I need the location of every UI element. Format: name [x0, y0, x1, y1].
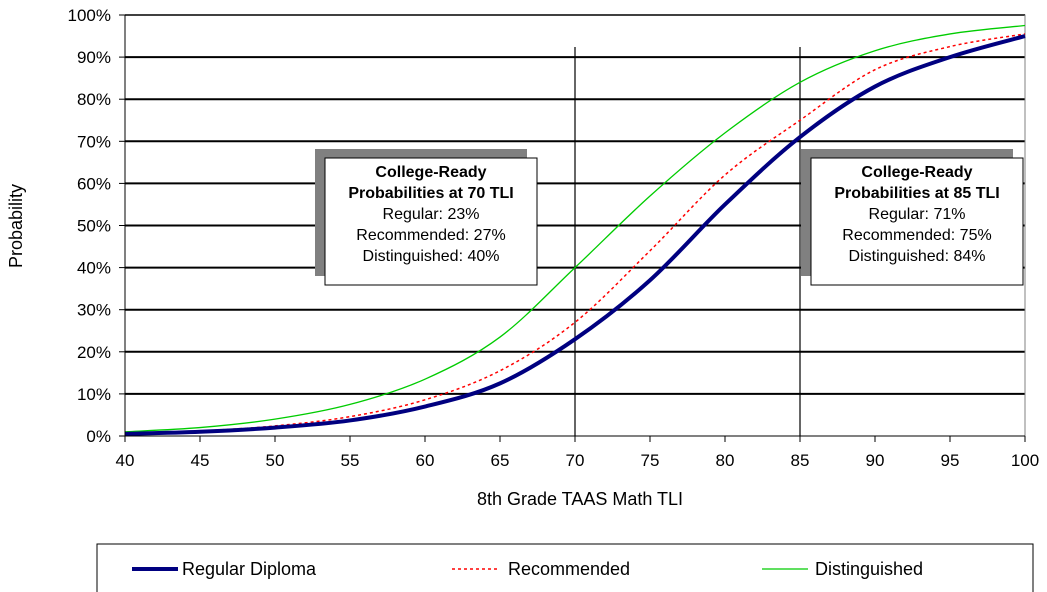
x-axis-title: 8th Grade TAAS Math TLI: [477, 489, 683, 509]
y-tick-labels: 0% 10% 20% 30% 40% 50% 60% 70% 80% 90% 100%: [68, 6, 125, 446]
annotation-line: Recommended: 27%: [356, 227, 505, 244]
y-tick-label: 70%: [77, 132, 111, 151]
y-tick-label: 10%: [77, 385, 111, 404]
annotation-box-70: College-Ready Probabilities at 70 TLI Regu…: [315, 149, 538, 286]
x-tick-label: 70: [566, 451, 585, 470]
x-tick-label: 75: [641, 451, 660, 470]
legend-items: Regular Diploma Recommended Distinguished: [132, 559, 923, 579]
annotation-line: Recommended: 75%: [842, 227, 991, 244]
x-tick-label: 90: [866, 451, 885, 470]
y-tick-label: 30%: [77, 301, 111, 320]
x-tick-label: 60: [416, 451, 435, 470]
annotation-line: Regular: 71%: [869, 206, 966, 223]
series-lines: [124, 24, 1026, 436]
reference-lines: [574, 47, 801, 436]
series-line-distinguished: [124, 24, 1026, 433]
x-tick-label: 85: [791, 451, 810, 470]
legend-label: Regular Diploma: [182, 559, 317, 579]
x-tick-label: 40: [116, 451, 135, 470]
x-tick-label: 95: [941, 451, 960, 470]
y-tick-label: 0%: [86, 427, 111, 446]
y-tick-label: 80%: [77, 90, 111, 109]
legend-frame: [96, 543, 1034, 592]
annotation-frame: [324, 157, 538, 286]
y-tick-label: 60%: [77, 174, 111, 193]
y-tick-label: 40%: [77, 259, 111, 278]
y-tick-label: 50%: [77, 217, 111, 236]
x-tick-labels: 40 45 50 55 60 65 70 75 80 85 90 95 100: [116, 436, 1039, 470]
annotation-title: Probabilities at 70 TLI: [348, 185, 513, 202]
annotation-title: College-Ready: [861, 164, 972, 181]
x-tick-label: 55: [341, 451, 360, 470]
annotation-box-85: College-Ready Probabilities at 85 TLI Regu…: [801, 149, 1024, 286]
y-tick-label: 20%: [77, 343, 111, 362]
x-tick-label: 45: [191, 451, 210, 470]
annotation-line: Regular: 23%: [383, 206, 480, 223]
y-tick-label: 100%: [68, 6, 111, 25]
series-line-regular-diploma: [124, 34, 1026, 436]
x-tick-label: 80: [716, 451, 735, 470]
annotation-title: Probabilities at 85 TLI: [834, 185, 999, 202]
annotation-line: Distinguished: 84%: [849, 248, 986, 265]
annotation-boxes: College-Ready Probabilities at 70 TLI Regu…: [315, 149, 1024, 286]
y-tick-label: 90%: [77, 48, 111, 67]
x-tick-label: 65: [491, 451, 510, 470]
legend-label: Distinguished: [815, 559, 923, 579]
x-tick-label: 100: [1011, 451, 1039, 470]
x-tick-label: 50: [266, 451, 285, 470]
annotation-title: College-Ready: [375, 164, 486, 181]
annotation-frame: [810, 157, 1024, 286]
y-axis-title: Probability: [6, 184, 26, 268]
legend: Regular Diploma Recommended Distinguished: [96, 543, 1034, 592]
annotation-line: Distinguished: 40%: [363, 248, 500, 265]
legend-label: Recommended: [508, 559, 630, 579]
